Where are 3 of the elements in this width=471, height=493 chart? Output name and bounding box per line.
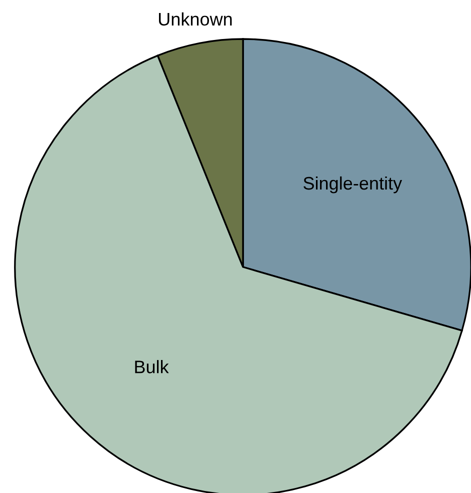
slice-label: Bulk (135, 360, 169, 374)
slice-label: Single-entity (304, 176, 402, 194)
slice-label: Unknown (158, 12, 232, 26)
